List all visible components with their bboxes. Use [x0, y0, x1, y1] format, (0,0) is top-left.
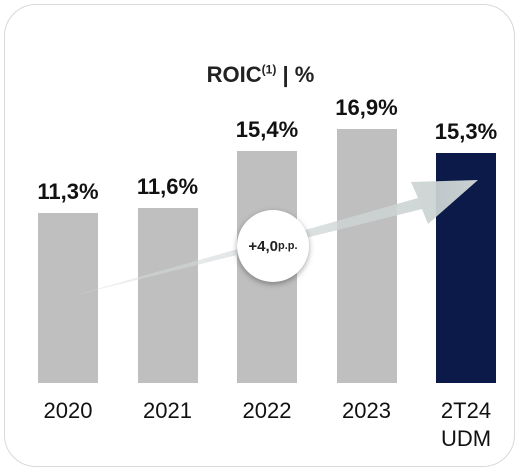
bar: [38, 212, 98, 383]
title-main: ROIC: [206, 62, 262, 87]
card-frame: [4, 4, 515, 467]
title-suffix: | %: [282, 62, 315, 87]
value-label: 11,6%: [136, 174, 199, 200]
value-label: 15,3%: [434, 118, 498, 144]
title-superscript: (1): [261, 62, 277, 77]
bar: [137, 208, 198, 383]
annotation-text: +4,0: [248, 237, 279, 255]
x-tick-label: 2023: [342, 398, 391, 423]
value-label: 15,4%: [235, 117, 299, 143]
value-label: 16,9%: [335, 94, 398, 120]
bar: [336, 128, 397, 383]
x-tick-label: 2022: [242, 398, 292, 423]
value-label: 11,3%: [37, 178, 99, 204]
x-tick-label: 2020: [43, 398, 93, 423]
chart-title: ROIC(1) | %: [0, 62, 521, 88]
x-tick-label: 2T24 UDM: [440, 398, 492, 451]
x-tick-label: 2021: [143, 398, 192, 423]
annotation-unit: p.p.: [278, 240, 298, 252]
annotation-badge: +4,0 p.p.: [237, 210, 309, 282]
arrow-shape: [72, 180, 478, 296]
